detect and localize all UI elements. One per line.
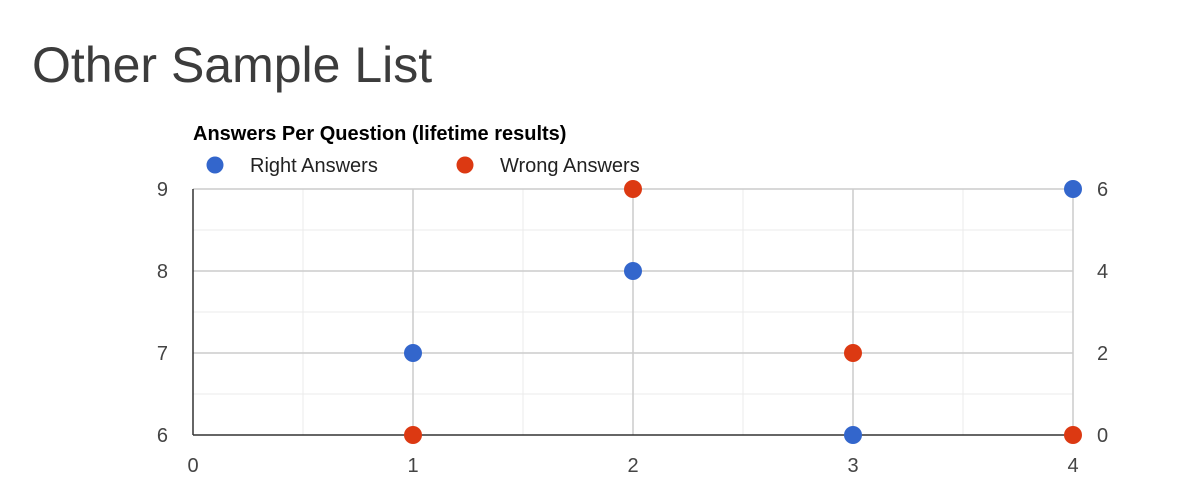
legend-item-wrong-answers[interactable]: Wrong Answers	[456, 155, 640, 177]
data-point-right-answers[interactable]	[1064, 180, 1082, 198]
legend-marker-wrong-answers	[456, 156, 474, 174]
x-tick-label: 4	[1067, 455, 1078, 477]
y-left-tick-label: 8	[157, 261, 168, 283]
x-tick-label: 2	[627, 455, 638, 477]
data-point-wrong-answers[interactable]	[404, 426, 422, 444]
y-left-tick-label: 6	[157, 425, 168, 447]
data-points[interactable]	[404, 180, 1082, 444]
data-point-wrong-answers[interactable]	[624, 180, 642, 198]
data-point-right-answers[interactable]	[624, 262, 642, 280]
tick-labels: 0 1 2 3 4 6 7 8 9 0 2 4 6	[157, 179, 1108, 477]
y-left-tick-label: 9	[157, 179, 168, 201]
data-point-right-answers[interactable]	[404, 344, 422, 362]
x-tick-label: 0	[187, 455, 198, 477]
data-point-wrong-answers[interactable]	[1064, 426, 1082, 444]
y-right-tick-label: 4	[1097, 261, 1108, 283]
x-tick-label: 3	[847, 455, 858, 477]
chart-title: Answers Per Question (lifetime results)	[193, 123, 566, 145]
legend-item-right-answers[interactable]: Right Answers	[206, 155, 378, 177]
legend-label-wrong-answers: Wrong Answers	[500, 155, 640, 177]
page-title: Other Sample List	[32, 37, 433, 93]
axes	[192, 189, 1073, 436]
y-left-tick-label: 7	[157, 343, 168, 365]
y-right-tick-label: 6	[1097, 179, 1108, 201]
legend-marker-right-answers	[206, 156, 224, 174]
legend-label-right-answers: Right Answers	[250, 155, 378, 177]
data-point-wrong-answers[interactable]	[844, 344, 862, 362]
y-right-tick-label: 2	[1097, 343, 1108, 365]
data-point-right-answers[interactable]	[844, 426, 862, 444]
x-tick-label: 1	[407, 455, 418, 477]
y-right-tick-label: 0	[1097, 425, 1108, 447]
legend[interactable]: Right Answers Wrong Answers	[206, 155, 640, 177]
